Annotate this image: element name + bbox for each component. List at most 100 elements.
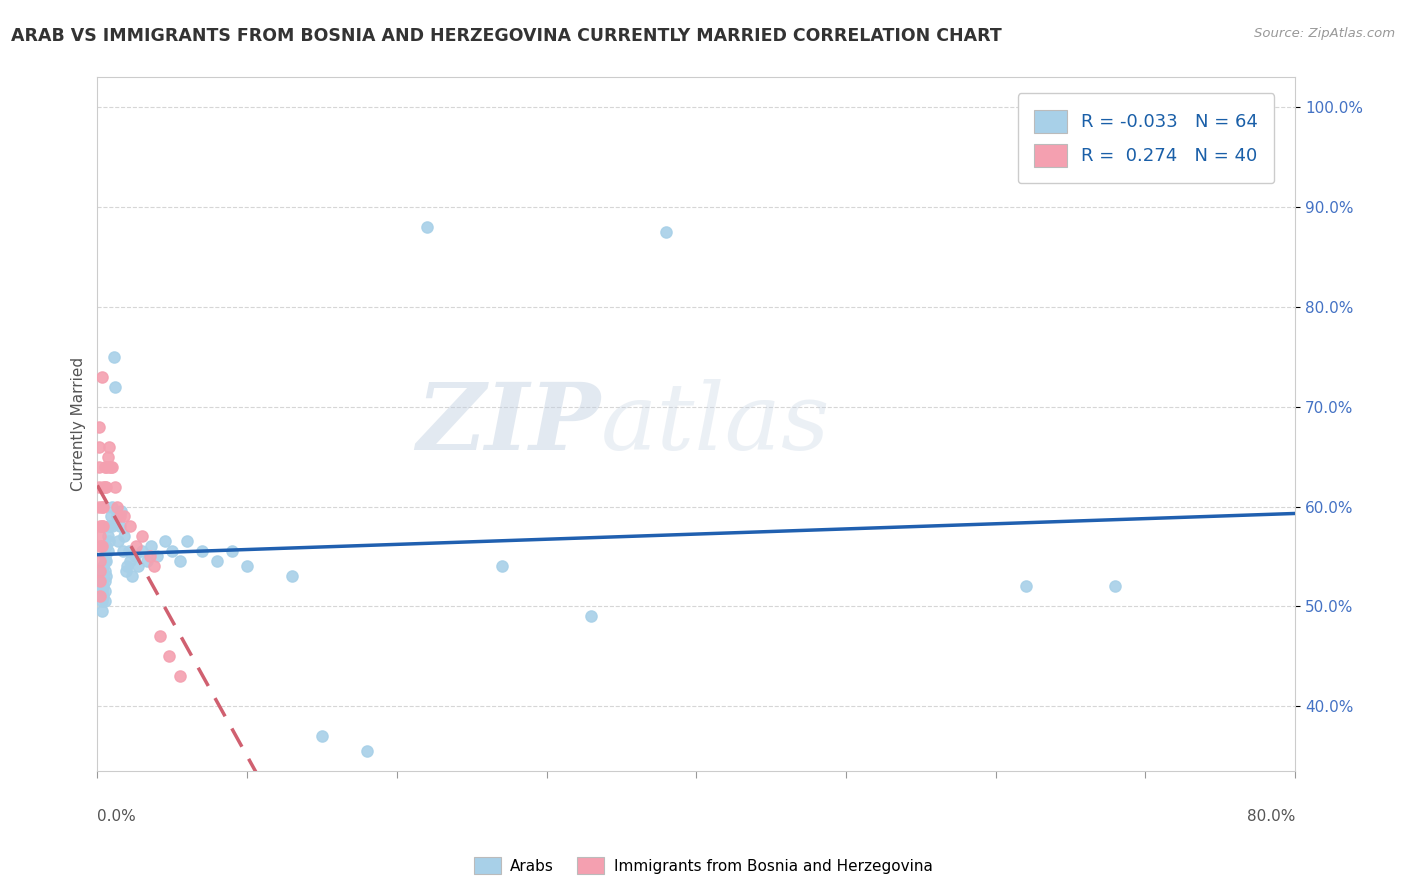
Point <box>103 350 125 364</box>
Text: 80.0%: 80.0% <box>1247 809 1295 824</box>
Point <box>127 559 149 574</box>
Point <box>98 440 121 454</box>
Point <box>100 509 122 524</box>
Point <box>96 540 118 554</box>
Point <box>91 590 114 604</box>
Point <box>221 544 243 558</box>
Point <box>89 590 111 604</box>
Point <box>118 544 141 558</box>
Point <box>89 565 111 579</box>
Point <box>146 549 169 564</box>
Text: 0.0%: 0.0% <box>97 809 136 824</box>
Point <box>491 559 513 574</box>
Point <box>104 479 127 493</box>
Point <box>87 479 110 493</box>
Point <box>125 540 148 554</box>
Point <box>236 559 259 574</box>
Point <box>160 544 183 558</box>
Point <box>90 565 112 579</box>
Point <box>100 459 122 474</box>
Point <box>94 479 117 493</box>
Y-axis label: Currently Married: Currently Married <box>72 357 86 491</box>
Point <box>96 554 118 568</box>
Point <box>281 569 304 583</box>
Point <box>94 584 117 599</box>
Point <box>98 519 121 533</box>
Point <box>87 440 110 454</box>
Point <box>89 569 111 583</box>
Point <box>124 549 146 564</box>
Point <box>97 529 120 543</box>
Text: ARAB VS IMMIGRANTS FROM BOSNIA AND HERZEGOVINA CURRENTLY MARRIED CORRELATION CHA: ARAB VS IMMIGRANTS FROM BOSNIA AND HERZE… <box>11 27 1002 45</box>
Point <box>90 540 112 554</box>
Point <box>356 744 378 758</box>
Point <box>97 450 120 464</box>
Point <box>91 519 114 533</box>
Point <box>98 459 121 474</box>
Point <box>131 544 153 558</box>
Legend: R = -0.033   N = 64, R =  0.274   N = 40: R = -0.033 N = 64, R = 0.274 N = 40 <box>1018 94 1274 183</box>
Point <box>89 540 111 554</box>
Point <box>655 225 678 239</box>
Point <box>120 554 142 568</box>
Point <box>111 544 134 558</box>
Point <box>1104 579 1126 593</box>
Point <box>581 609 603 624</box>
Text: atlas: atlas <box>600 379 830 469</box>
Point <box>98 534 121 549</box>
Point <box>107 534 129 549</box>
Text: ZIP: ZIP <box>416 379 600 469</box>
Point <box>141 540 163 554</box>
Point <box>90 594 112 608</box>
Point <box>90 584 112 599</box>
Point <box>139 549 162 564</box>
Point <box>110 504 132 518</box>
Point <box>91 559 114 574</box>
Point <box>169 554 191 568</box>
Point <box>311 729 333 743</box>
Point <box>90 369 112 384</box>
Point <box>87 459 110 474</box>
Point <box>94 459 117 474</box>
Point <box>108 519 131 533</box>
Point <box>114 565 136 579</box>
Point <box>91 479 114 493</box>
Point <box>89 529 111 543</box>
Point <box>96 479 118 493</box>
Point <box>89 590 111 604</box>
Point <box>191 544 214 558</box>
Point <box>112 509 135 524</box>
Point <box>101 459 124 474</box>
Text: Source: ZipAtlas.com: Source: ZipAtlas.com <box>1254 27 1395 40</box>
Point <box>91 569 114 583</box>
Point <box>176 534 198 549</box>
Point <box>105 500 128 514</box>
Point <box>87 500 110 514</box>
Point <box>157 649 180 664</box>
Point <box>94 565 117 579</box>
Point <box>104 380 127 394</box>
Point <box>205 554 228 568</box>
Point <box>416 220 439 235</box>
Point <box>101 519 124 533</box>
Point <box>112 529 135 543</box>
Point <box>101 500 124 514</box>
Point <box>94 574 117 589</box>
Point <box>94 549 117 564</box>
Point <box>153 534 176 549</box>
Point <box>1014 579 1036 593</box>
Point <box>94 594 117 608</box>
Point <box>91 579 114 593</box>
Point <box>105 509 128 524</box>
Point <box>108 509 131 524</box>
Point <box>90 604 112 618</box>
Point <box>90 519 112 533</box>
Point <box>169 669 191 683</box>
Point <box>97 544 120 558</box>
Point <box>149 629 172 643</box>
Point <box>117 559 139 574</box>
Point <box>120 519 142 533</box>
Point <box>90 574 112 589</box>
Point <box>91 500 114 514</box>
Point <box>89 579 111 593</box>
